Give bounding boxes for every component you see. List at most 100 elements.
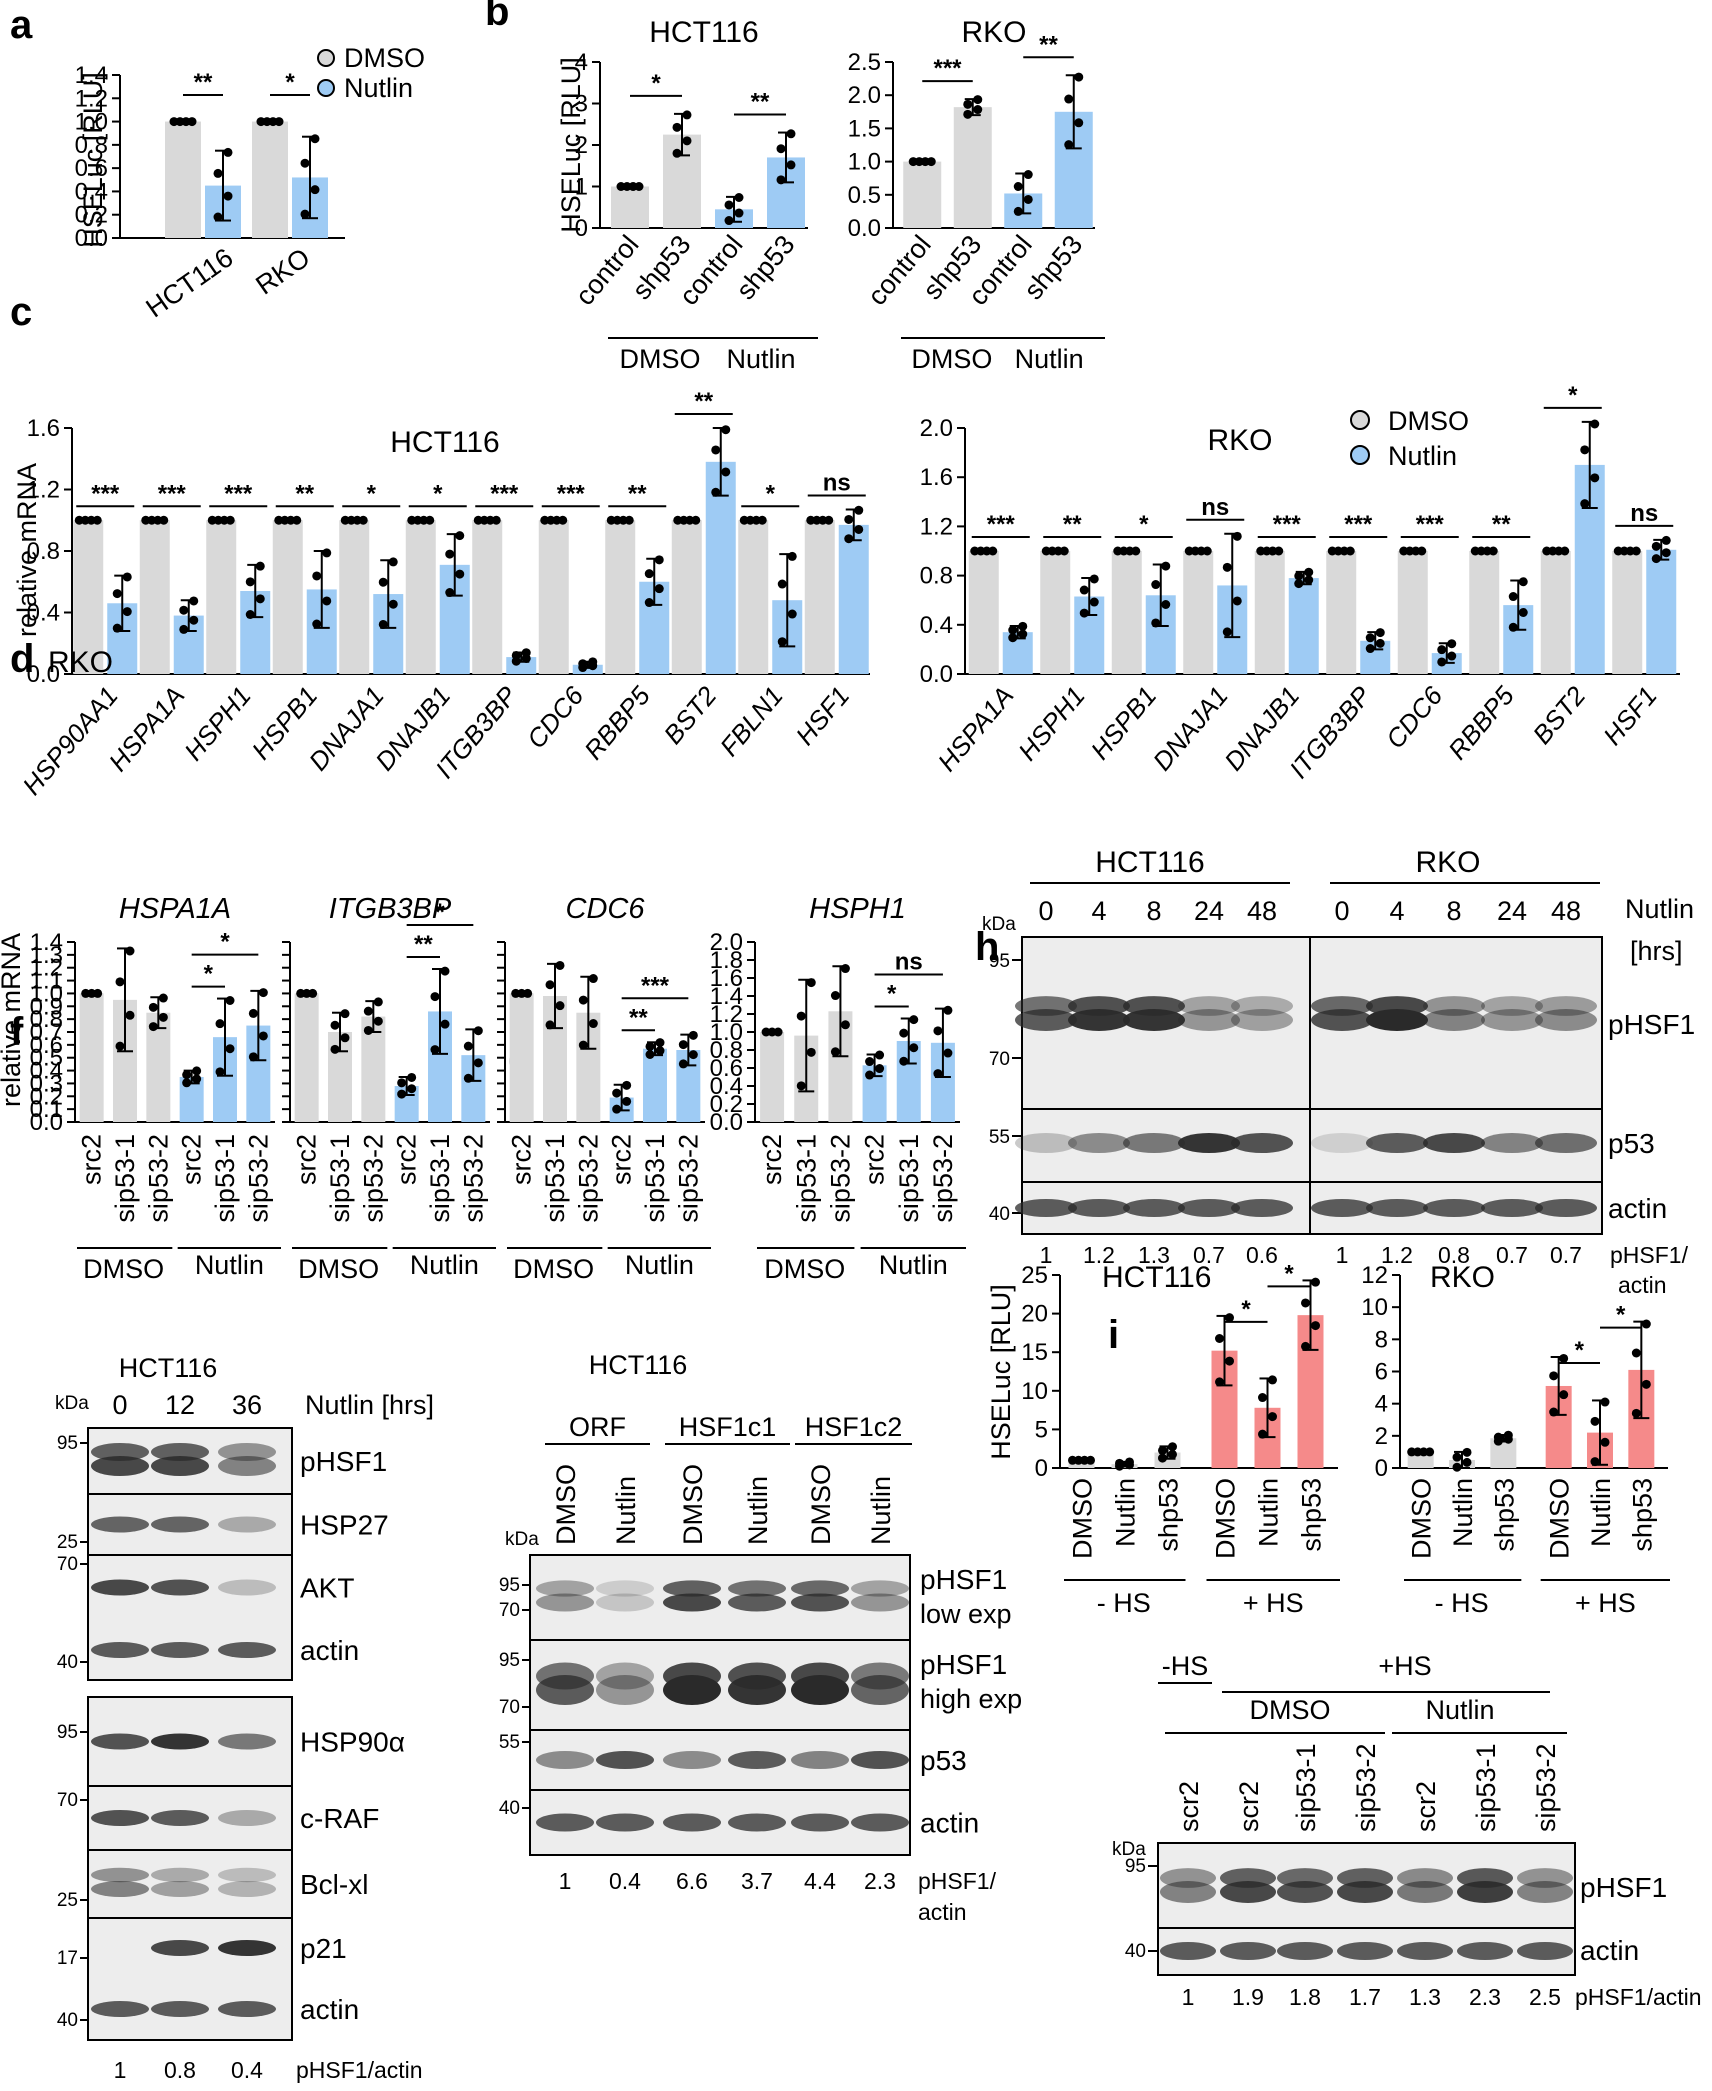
chart-d-CDC6-data-point xyxy=(678,1059,688,1069)
chart-d-category: src2 xyxy=(392,1134,422,1185)
chart-b1-y-tick-label: 4 xyxy=(575,49,588,76)
blot-band xyxy=(791,1580,849,1597)
blot-band xyxy=(1481,1009,1543,1031)
chart-h1-data-point xyxy=(1258,1429,1267,1439)
chart-h2-data-point xyxy=(1631,1408,1641,1418)
chart-d-HSPH1-data-point xyxy=(865,1070,875,1080)
blot-i-group: Nutlin xyxy=(1425,1695,1494,1725)
chart-c1-sig-label: * xyxy=(367,480,377,507)
blot-f-marker: 95 xyxy=(57,1433,78,1454)
blot-i: -HS +HS DMSO Nutlin scr2 scr2 sip53-1 sip53-2 sc… xyxy=(1112,1651,1702,2010)
blot-band xyxy=(151,1940,209,1956)
chart-c2-bar xyxy=(1326,551,1357,674)
blot-f-row-label: Bcl-xl xyxy=(300,1869,368,1900)
chart-h1-category: DMSO xyxy=(1211,1478,1241,1559)
chart-b1-sig-label: ** xyxy=(751,89,770,116)
blot-f-lane: 12 xyxy=(165,1390,195,1420)
chart-d-ITGB3BP-data-point xyxy=(363,1025,373,1035)
chart-d-HSPH1-y-tick-label: 1.4 xyxy=(710,983,743,1010)
chart-c2-data-point xyxy=(1161,600,1171,610)
chart-h1-y-tick-label: 0 xyxy=(1035,1455,1048,1482)
chart-d-HSPH1-data-point xyxy=(909,1015,919,1025)
blot-g-marker: 95 xyxy=(499,1575,520,1596)
blot-e-lane: 0 xyxy=(1334,896,1349,926)
blot-e-quant: 0.7 xyxy=(1496,1242,1528,1268)
chart-c1-sig-label: * xyxy=(433,480,443,507)
chart-c2-data-point xyxy=(1059,546,1069,556)
chart-b2-category: shp53 xyxy=(1018,230,1088,306)
chart-c1-bar xyxy=(605,520,636,674)
chart-d-HSPA1A-data-point xyxy=(225,996,235,1005)
chart-h1-group: - HS xyxy=(1097,1588,1151,1618)
blot-i-quant: 1.9 xyxy=(1232,1984,1264,2010)
panel-letter-a: a xyxy=(10,3,33,47)
chart-d-ITGB3BP-data-point xyxy=(373,1016,383,1026)
blot-f-row-label: AKT xyxy=(300,1573,354,1604)
chart-c2-data-point xyxy=(1375,638,1385,648)
blot-band xyxy=(1397,1942,1453,1960)
chart-c2-bar xyxy=(1612,551,1643,674)
chart-c1-data-point xyxy=(777,579,787,589)
chart-a: 0.00.20.40.60.81.01.21.4 ** *HSELuc [RLU]H… xyxy=(75,43,425,323)
chart-b2-data-point xyxy=(1074,72,1084,82)
chart-c1-data-point xyxy=(445,549,455,559)
blot-band xyxy=(1220,1942,1276,1960)
chart-d-HSPH1-data-point xyxy=(806,1047,816,1057)
chart-d-HSPA1A-data-point xyxy=(125,1010,135,1020)
blot-g-row-label: pHSF1 xyxy=(920,1564,1007,1595)
chart-h1-y-tick-label: 15 xyxy=(1021,1339,1048,1366)
chart-h2-data-point xyxy=(1641,1319,1651,1329)
chart-d-HSPA1A-y-tick-label: 1.0 xyxy=(30,980,63,1007)
blot-i-lane: scr2 xyxy=(1234,1781,1264,1832)
chart-d-HSPA1A-y-tick-label: 0.1 xyxy=(30,1096,63,1123)
blot-band xyxy=(1535,1009,1597,1031)
chart-h1-data-point xyxy=(1158,1453,1167,1463)
chart-c2-gene-label: HSPH1 xyxy=(1012,681,1091,767)
chart-d-CDC6-data-point xyxy=(555,1001,565,1011)
chart-d-HSPH1-data-point xyxy=(943,1005,953,1015)
blot-g-cell: HCT116 xyxy=(589,1350,688,1380)
chart-c1-y-tick-label: 0.8 xyxy=(27,538,60,565)
chart-d-ITGB3BP-data-point xyxy=(440,966,450,976)
chart-d-ITGB3BP-data-point xyxy=(430,992,440,1002)
chart-d-ITGB3BP-data-point xyxy=(340,1033,350,1043)
chart-c1-bar xyxy=(838,524,869,674)
chart-b1-data-point xyxy=(724,216,734,226)
chart-d-gene-title: ITGB3BP xyxy=(329,893,452,925)
chart-h2-category: Nutlin xyxy=(1586,1478,1616,1547)
chart-h2-data-point xyxy=(1462,1447,1472,1457)
chart-d-CDC6-data-point xyxy=(545,1020,555,1030)
chart-h1-y-tick-label: 5 xyxy=(1035,1416,1048,1443)
chart-d-category: src2 xyxy=(860,1134,890,1185)
chart-b2-group: DMSO xyxy=(911,344,992,374)
blot-band xyxy=(1123,1133,1185,1153)
chart-d-category: src2 xyxy=(757,1134,787,1185)
chart-c2-data-point xyxy=(1488,546,1498,556)
blot-f: HCT116 kDa 0 12 36 Nutlin [hrs] pHSF1 95 HSP27 25… xyxy=(55,1353,434,2083)
legend-c-nutlin: Nutlin xyxy=(1388,441,1457,471)
chart-b1-data-point xyxy=(776,175,786,185)
blot-f-quant: 1 xyxy=(114,2057,127,2083)
chart-c1-data-point xyxy=(179,605,189,615)
blot-i-row-label: pHSF1 xyxy=(1580,1872,1667,1903)
chart-d-category: src2 xyxy=(177,1134,207,1185)
blot-band xyxy=(218,1443,276,1461)
chart-b2-data-point xyxy=(973,95,983,105)
blot-f-treatment: Nutlin [hrs] xyxy=(305,1390,434,1420)
chart-c2-data-point xyxy=(1274,546,1284,556)
blot-g-quant: 2.3 xyxy=(864,1868,896,1894)
chart-h2-group: + HS xyxy=(1575,1588,1636,1618)
chart-d-category: sip53-2 xyxy=(143,1134,173,1223)
chart-c2-y-tick-label: 2.0 xyxy=(920,415,953,442)
blot-band xyxy=(91,1456,149,1476)
blot-band xyxy=(1178,1133,1240,1153)
chart-c1-data-point xyxy=(189,596,199,606)
chart-a-sig-label: ** xyxy=(194,69,213,96)
chart-d-HSPA1A-data-point xyxy=(148,1002,158,1012)
blot-band xyxy=(596,1675,654,1705)
chart-h2-data-point xyxy=(1452,1452,1462,1462)
chart-h1-data-point xyxy=(1168,1449,1177,1459)
blot-band xyxy=(851,1751,909,1769)
blot-e-quant: 1.3 xyxy=(1138,1242,1170,1268)
blot-e-marker: 40 xyxy=(989,1204,1010,1225)
